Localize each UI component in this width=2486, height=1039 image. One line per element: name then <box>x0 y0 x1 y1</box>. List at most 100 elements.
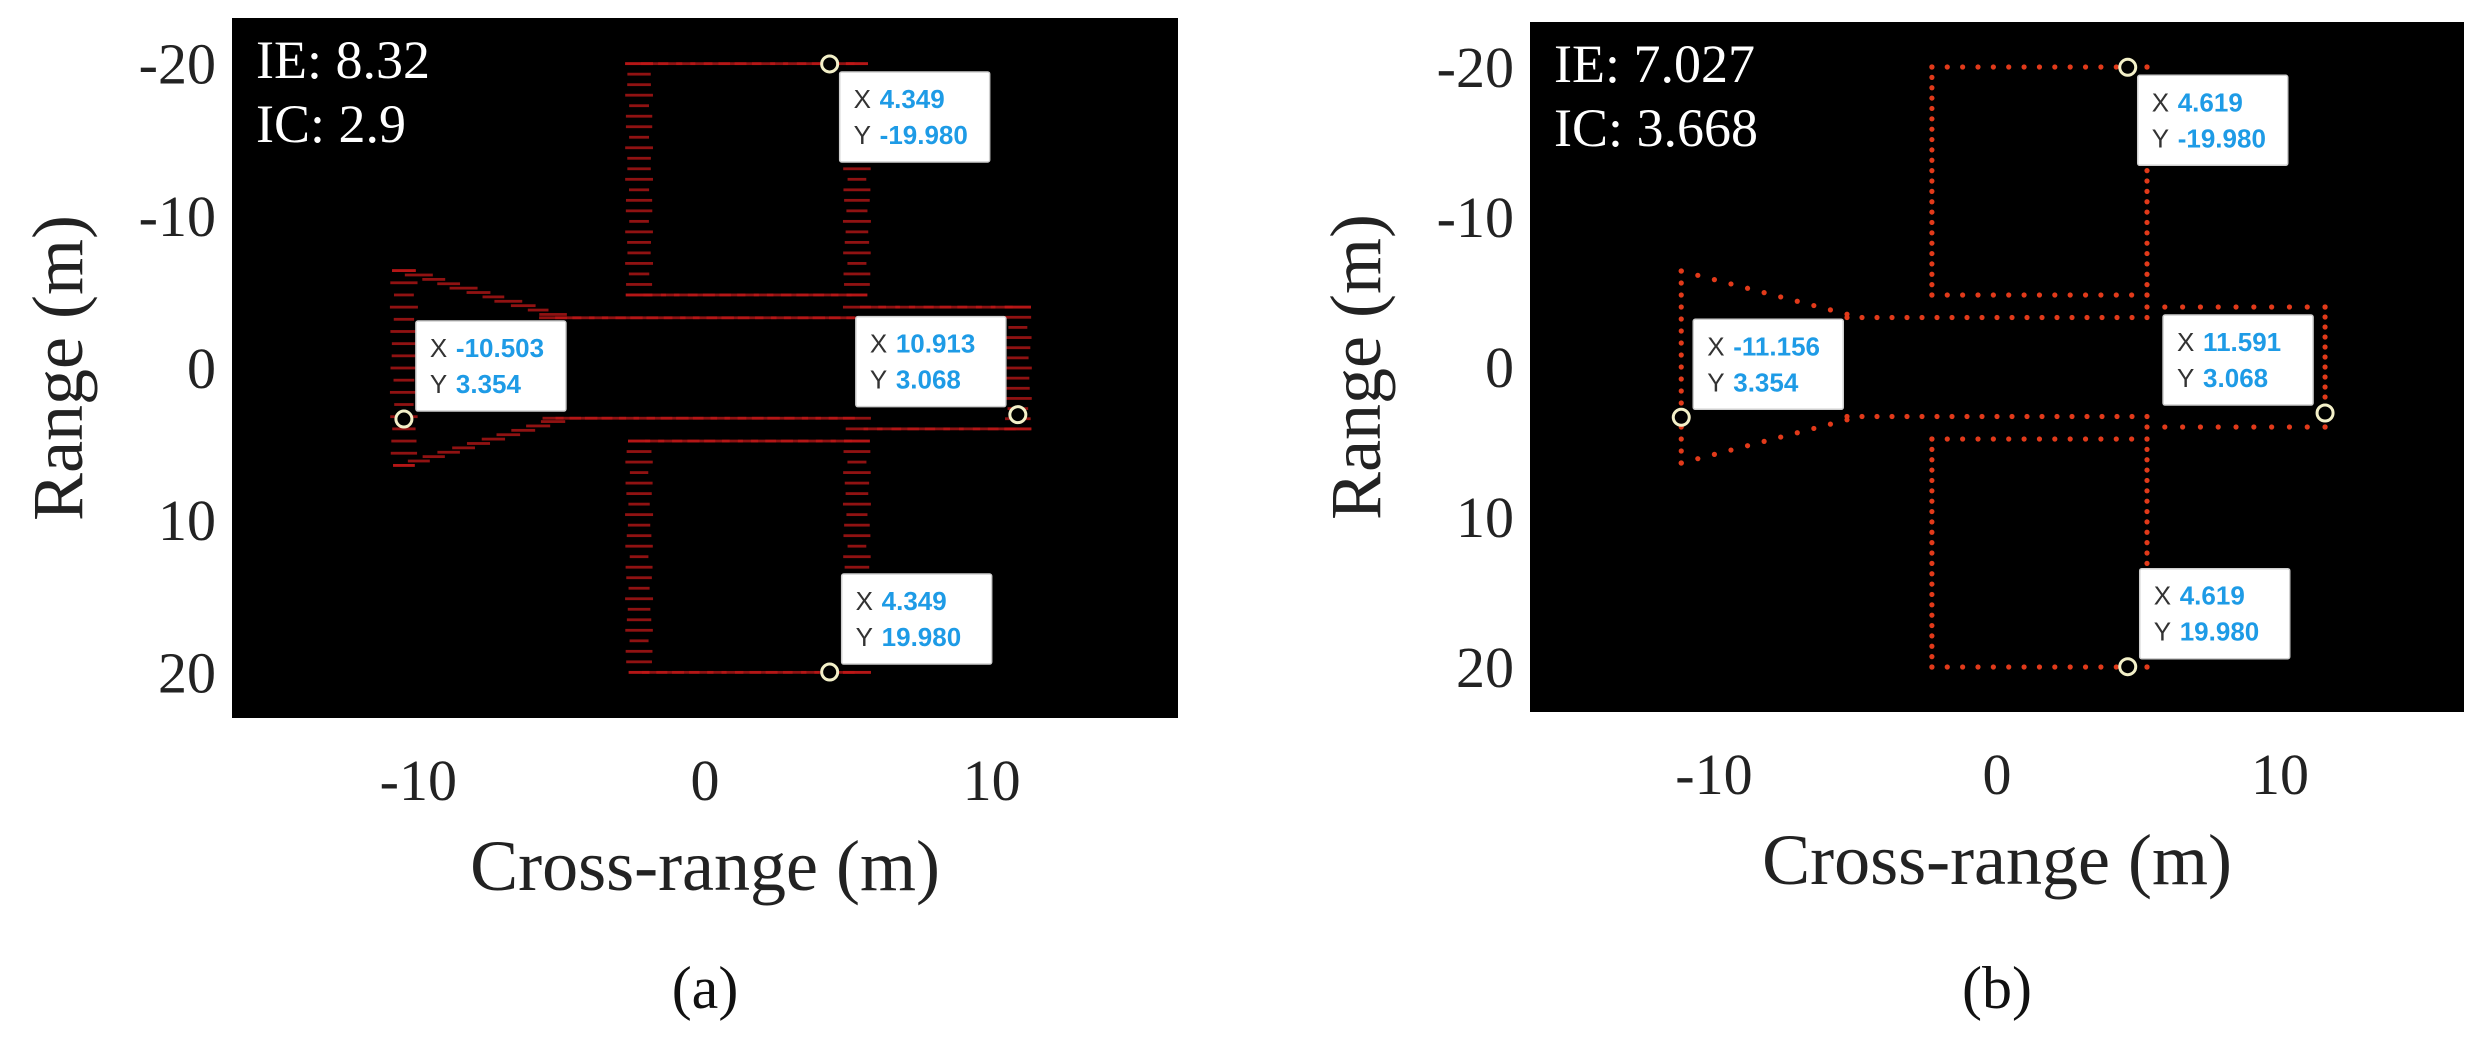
scatter-point <box>813 293 839 297</box>
scatter-point <box>625 513 654 517</box>
scatter-point <box>1949 314 1955 321</box>
scatter-point <box>1827 421 1834 427</box>
scatter-point <box>628 502 650 506</box>
scatter-point <box>796 62 824 66</box>
scatter-point <box>1678 388 1684 394</box>
scatter-point <box>1008 326 1028 329</box>
scatter-point <box>1889 413 1895 420</box>
y-tick-label: 0 <box>187 336 216 401</box>
scatter-point <box>1929 292 1935 298</box>
scatter-point <box>1929 654 1935 660</box>
scatter-point <box>527 308 549 312</box>
scatter-point <box>815 416 838 420</box>
scatter-point <box>625 62 653 66</box>
scatter-point <box>2114 314 2120 321</box>
scatter-point <box>2036 64 2043 70</box>
scatter-point <box>2233 304 2239 310</box>
scatter-point <box>629 188 650 192</box>
scatter-point <box>796 293 825 297</box>
scatter-point <box>1006 376 1030 380</box>
scatter-point <box>1678 448 1684 454</box>
scatter-point <box>943 427 964 431</box>
scatter-point <box>1929 95 1935 101</box>
scatter-point <box>721 670 744 674</box>
scatter-point <box>633 416 655 420</box>
scatter-point <box>452 446 475 450</box>
y-tick-label: 20 <box>1456 635 1514 700</box>
x-tick-label: 0 <box>1983 742 2012 807</box>
scatter-point <box>1929 540 1935 546</box>
scatter-point <box>1979 314 1985 321</box>
scatter-point <box>1778 434 1784 440</box>
scatter-point <box>1994 314 2000 321</box>
scatter-point <box>1944 64 1950 70</box>
scatter-point <box>627 156 651 160</box>
scatter-point <box>1678 316 1684 322</box>
scatter-point <box>771 316 791 320</box>
scatter-point <box>1929 643 1935 649</box>
scatter-point <box>1929 157 1935 163</box>
scatter-point <box>1711 451 1717 457</box>
scatter-point <box>1929 105 1935 112</box>
scatter-point <box>737 439 759 443</box>
scatter-point <box>2215 424 2221 430</box>
scatter-point <box>847 544 867 548</box>
scatter-point <box>2114 413 2120 420</box>
datatip-box <box>415 320 567 412</box>
scatter-point <box>1678 436 1684 442</box>
scatter-point <box>842 219 871 223</box>
scatter-point <box>846 209 868 213</box>
datatip-box <box>838 71 991 163</box>
scatter-point <box>1844 417 1850 423</box>
datatip-box <box>840 573 993 665</box>
scatter-point <box>1990 64 1996 70</box>
scatter-point <box>627 83 651 87</box>
datatip-x-value: 4.349 <box>880 84 945 114</box>
scatter-point <box>939 305 968 309</box>
scatter-point <box>1929 74 1935 80</box>
scatter-point <box>625 481 653 485</box>
scatter-point <box>1929 550 1935 556</box>
scatter-point <box>1929 230 1935 236</box>
datatip-y-key: Y <box>856 622 873 652</box>
scatter-point <box>957 305 982 309</box>
datatip-box <box>1692 318 1845 411</box>
scatter-point <box>828 416 855 420</box>
scatter-point <box>660 293 680 297</box>
scatter-point <box>2304 424 2310 430</box>
scatter-point <box>626 450 652 453</box>
scatter-point <box>924 427 950 431</box>
datatip: X -11.156 Y 3.354 <box>1671 318 1845 427</box>
scatter-point <box>2098 292 2104 298</box>
scatter-point <box>815 439 836 443</box>
scatter-point <box>625 597 654 601</box>
scatter-point <box>569 416 598 420</box>
datatip: X 4.349 Y -19.980 <box>820 54 991 163</box>
scatter-point <box>2304 304 2310 310</box>
datatip-y-value: 3.354 <box>456 369 522 399</box>
scatter-point <box>737 416 764 420</box>
datatip-y-key: Y <box>430 369 447 399</box>
scatter-point <box>2069 314 2075 321</box>
scatter-point <box>2052 64 2058 70</box>
scatter-point <box>615 316 643 320</box>
datatip-x-key: X <box>856 586 873 616</box>
scatter-point <box>2009 413 2015 420</box>
scatter-point <box>1678 364 1684 370</box>
scatter-point <box>540 420 566 423</box>
scatter-point <box>656 670 685 674</box>
scatter-point <box>481 437 506 441</box>
y-tick-label: 20 <box>158 640 216 705</box>
scatter-point <box>2052 664 2058 670</box>
scatter-point <box>2006 664 2012 670</box>
scatter-point <box>601 316 626 320</box>
scatter-point <box>1929 126 1935 132</box>
scatter-point <box>987 427 1016 431</box>
scatter-point <box>1929 622 1935 629</box>
scatter-point <box>2021 292 2027 298</box>
scatter-point <box>645 439 665 443</box>
scatter-point <box>2129 413 2135 420</box>
scatter-point <box>1678 352 1684 358</box>
scatter-point <box>891 427 919 431</box>
